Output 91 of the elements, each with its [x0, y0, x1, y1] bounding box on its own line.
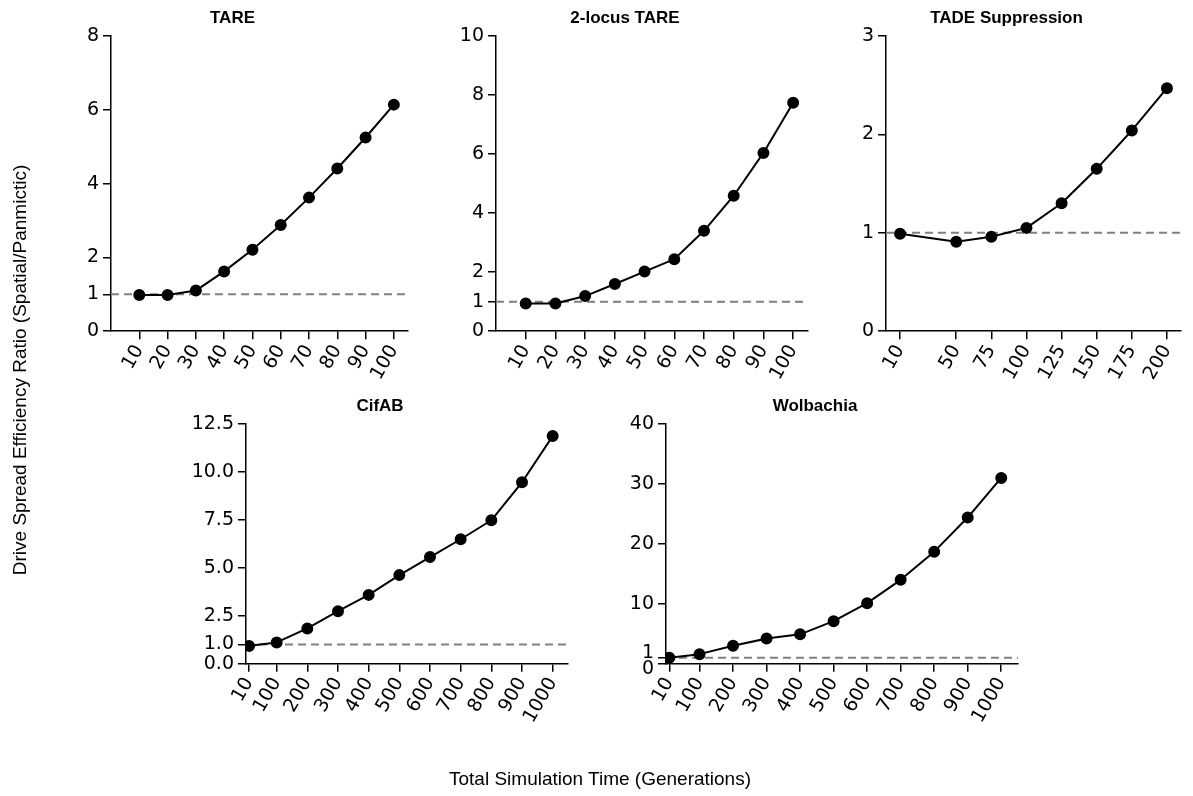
- point: [359, 131, 372, 144]
- point: [485, 514, 498, 527]
- y-tick-label: 1: [86, 281, 99, 304]
- point: [519, 297, 532, 310]
- point: [1160, 82, 1173, 95]
- point: [861, 597, 874, 610]
- y-tick-label: 8: [471, 81, 484, 104]
- point: [362, 588, 375, 601]
- point: [950, 235, 963, 248]
- point: [301, 622, 314, 635]
- point: [757, 146, 770, 159]
- point: [995, 471, 1008, 484]
- point: [760, 632, 773, 645]
- point: [608, 277, 621, 290]
- chart-title: TADE Suppression: [930, 8, 1083, 27]
- y-tick-label: 0: [471, 318, 484, 341]
- x-tick-label: 75: [967, 340, 1000, 373]
- point: [274, 218, 287, 231]
- chart-title: 2-locus TARE: [570, 8, 680, 27]
- x-tick-label: 20: [532, 340, 564, 373]
- point: [727, 639, 740, 652]
- y-tick-label: 10: [459, 22, 484, 45]
- point: [668, 253, 681, 266]
- point: [332, 605, 344, 618]
- point: [549, 297, 562, 310]
- chart-title: Wolbachia: [772, 396, 858, 415]
- point: [133, 289, 146, 302]
- y-tick-label: 4: [471, 200, 484, 223]
- chart-title: CifAB: [356, 396, 404, 415]
- point: [985, 230, 998, 243]
- x-tick-label: 50: [621, 340, 653, 373]
- y-axis-title: Drive Spread Efficiency Ratio (Spatial/Panmictic): [9, 164, 31, 576]
- y-tick-label: 2: [471, 259, 484, 282]
- chart-title: TARE: [209, 8, 255, 27]
- point: [727, 189, 740, 202]
- point: [928, 545, 941, 558]
- point: [638, 265, 651, 278]
- point: [787, 96, 800, 109]
- point: [1020, 221, 1033, 234]
- x-tick-label: 70: [680, 340, 712, 373]
- y-tick-label: 12.5: [191, 410, 234, 433]
- point: [161, 289, 174, 302]
- point: [189, 284, 202, 297]
- y-tick-label: 6: [471, 141, 484, 164]
- y-tick-label: 2: [861, 121, 874, 144]
- point: [393, 569, 406, 582]
- point: [424, 551, 436, 564]
- x-tick-label: 10: [502, 340, 534, 373]
- point: [218, 265, 231, 278]
- point: [546, 430, 559, 443]
- point: [1055, 197, 1068, 210]
- y-tick-label: 2: [86, 244, 99, 267]
- y-tick-label: 0: [861, 318, 874, 341]
- y-tick-label: 0: [86, 318, 99, 341]
- x-tick-label: 80: [710, 340, 742, 373]
- y-tick-label: 20: [629, 530, 654, 553]
- x-tick-label: 30: [561, 340, 593, 373]
- y-tick-label: 40: [629, 410, 654, 433]
- y-tick-label: 10: [629, 590, 654, 613]
- x-axis-title: Total Simulation Time (Generations): [448, 768, 752, 790]
- point: [827, 615, 840, 628]
- point: [331, 162, 344, 175]
- y-tick-label: 6: [86, 96, 99, 119]
- point: [693, 648, 706, 661]
- point: [1125, 124, 1138, 137]
- y-tick-label: 7.5: [203, 506, 234, 529]
- y-tick-label: 1: [861, 219, 874, 242]
- x-tick-label: 40: [591, 340, 623, 373]
- point: [303, 191, 315, 204]
- x-tick-label: 60: [650, 340, 683, 373]
- point: [1090, 162, 1103, 175]
- point: [961, 511, 974, 524]
- y-tick-label: 1: [471, 288, 484, 311]
- y-tick-label: 4: [86, 170, 99, 193]
- point: [454, 533, 467, 546]
- point: [270, 636, 283, 649]
- point: [894, 573, 907, 586]
- y-tick-label: 30: [629, 470, 654, 493]
- y-tick-label: 3: [861, 22, 874, 45]
- y-tick-label: 8: [86, 22, 99, 45]
- point: [246, 243, 259, 256]
- point: [579, 290, 592, 303]
- point: [516, 476, 528, 489]
- point: [387, 98, 400, 111]
- y-tick-label: 5.0: [203, 554, 234, 577]
- x-tick-label: 50: [932, 340, 964, 373]
- point: [698, 224, 710, 237]
- point: [894, 227, 907, 240]
- y-tick-label: 2.5: [203, 602, 234, 625]
- point: [794, 628, 807, 641]
- y-tick-label: 10.0: [191, 458, 234, 481]
